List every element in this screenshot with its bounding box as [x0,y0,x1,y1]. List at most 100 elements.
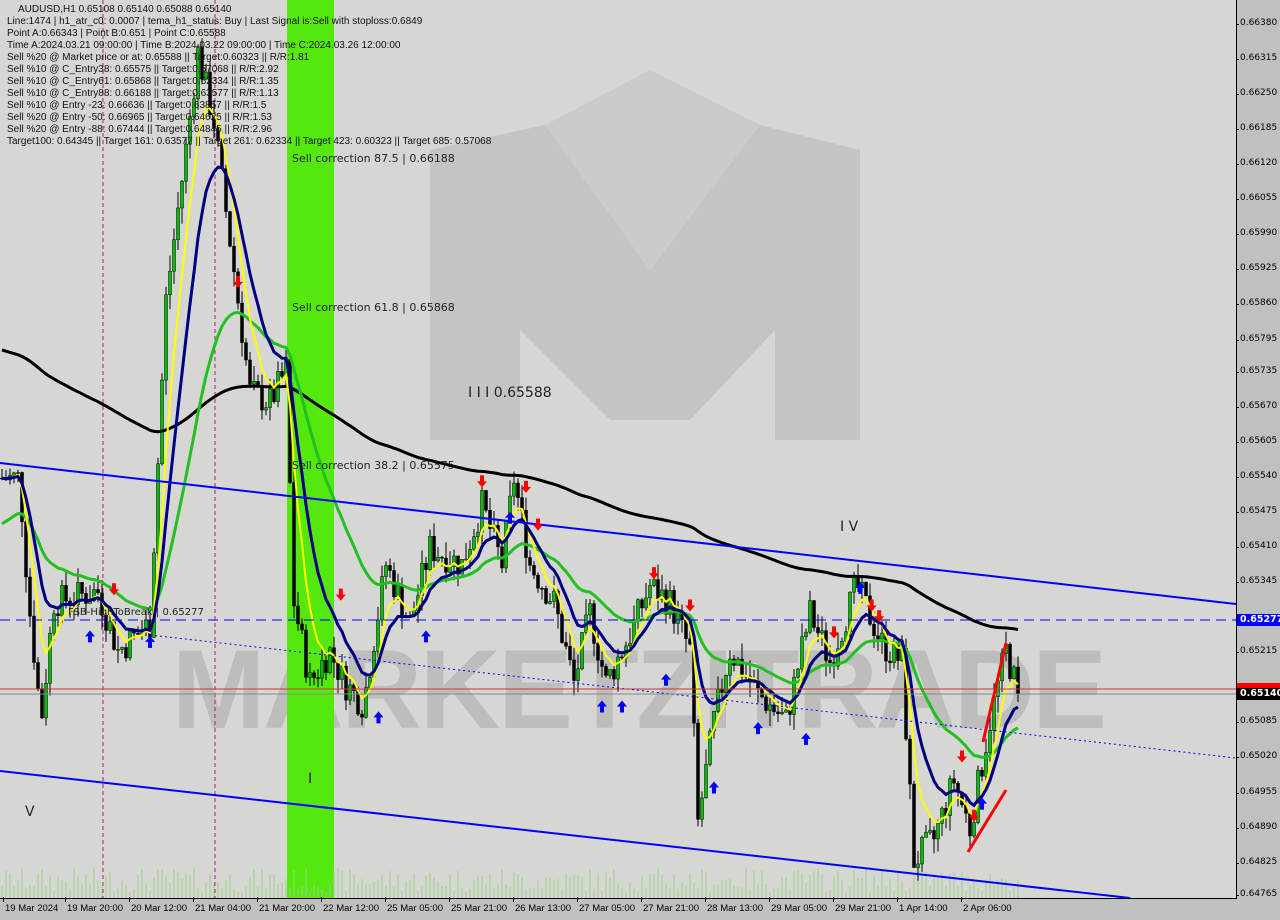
sell-arrow-icon [685,599,695,612]
candle-body [700,797,704,820]
candle-body [64,585,68,602]
candle-body [604,666,608,676]
candle-body [304,629,308,678]
candle-body [952,778,956,784]
candle-body [552,590,556,602]
candle-body [548,601,552,604]
candle-body [124,647,128,659]
candle-body [780,711,784,715]
candle-body [612,669,616,680]
red-wedge-lower [966,789,1008,853]
candle-body [764,696,768,711]
candle-body [572,659,576,681]
candle-body [324,660,328,673]
buy-arrow-icon [977,797,987,810]
price-tick: 0.65670 [1235,400,1278,411]
candle-body [376,619,380,652]
candle-body [384,565,388,577]
candle-body [836,648,840,667]
candle-body [504,520,508,569]
price-tick: 0.65735 [1235,365,1278,376]
upper-trendline[interactable] [0,462,1237,605]
candle-body [724,675,728,693]
candle-body [484,490,488,511]
candle-body [80,582,84,594]
candle-body [984,752,988,777]
sell-arrow-icon [649,567,659,580]
buy-arrow-icon [145,635,155,648]
buy-arrow-icon [753,722,763,735]
candle-body [596,643,600,661]
watermark-logo [430,70,860,440]
price-tick: 0.65215 [1235,646,1278,657]
symbol-title: AUDUSD,H1 0.65108 0.65140 0.65088 0.6514… [18,4,232,15]
sell-arrow-icon [109,583,119,596]
price-tick: 0.66250 [1235,88,1278,99]
candle-body [536,574,540,589]
price-tick: 0.65085 [1235,716,1278,727]
candle-body [616,656,620,680]
candle-body [92,589,96,602]
candle-body [988,730,992,753]
candle-body [676,612,680,624]
candle-body [252,381,256,385]
candle-body [264,407,268,411]
candle-body [180,180,184,209]
price-tick: 0.64955 [1235,786,1278,797]
candle-body [924,832,928,838]
candle-body [196,46,200,100]
candle-body [56,613,60,616]
buy-arrow-icon [421,630,431,643]
candle-body [388,565,392,571]
candle-body [260,386,264,411]
candle-body [600,659,604,667]
dotted-trendline[interactable] [149,634,1237,759]
buy-arrow-icon [661,673,671,686]
sell-arrow-icon [829,626,839,639]
candle-body [796,668,800,678]
candle-body [40,688,44,719]
candle-body [160,379,164,465]
candle-body [12,472,16,476]
candle-body [804,631,808,638]
chart-plot-area[interactable]: MARKETZITRADE [0,0,1237,899]
price-tick: 0.66185 [1235,123,1278,134]
fsb-price-label: 0.65277 [1237,614,1280,626]
candle-body [312,672,316,678]
candle-body [916,863,920,868]
candle-body [820,630,824,634]
candle-body [52,613,56,634]
candle-body [188,116,192,145]
moving-averages [1,105,1019,824]
candle-body [1008,643,1012,679]
candle-body [980,769,984,777]
candle-body [912,783,916,868]
lower-trendline[interactable] [0,770,1131,899]
candle-body [528,557,532,566]
current-price-label: 0.65140 [1237,688,1280,700]
candle-body [560,613,564,643]
candle-body [660,589,664,600]
candle-body [108,621,112,631]
candle-body [808,600,812,633]
candle-body [972,822,976,837]
wave-iv-label: I V [840,519,859,535]
candle-body [1016,666,1020,695]
candle-body [348,684,352,701]
candle-body [280,371,284,377]
candle-body [576,668,580,681]
time-tick: 26 Mar 13:00 [513,897,571,914]
price-tick: 0.65860 [1235,298,1278,309]
candle-body [704,764,708,799]
candle-body [936,823,940,840]
candle-body [976,769,980,823]
buy-arrow-icon [597,700,607,713]
price-tick: 0.65540 [1235,471,1278,482]
candle-body [872,624,876,636]
price-tick: 0.66120 [1235,158,1278,169]
chart-canvas[interactable]: MARKETZITRADE [0,0,1237,899]
time-tick: 21 Mar 20:00 [257,897,315,914]
candle-body [644,597,648,609]
buy-arrow-icon [709,781,719,794]
candle-body [640,599,644,609]
